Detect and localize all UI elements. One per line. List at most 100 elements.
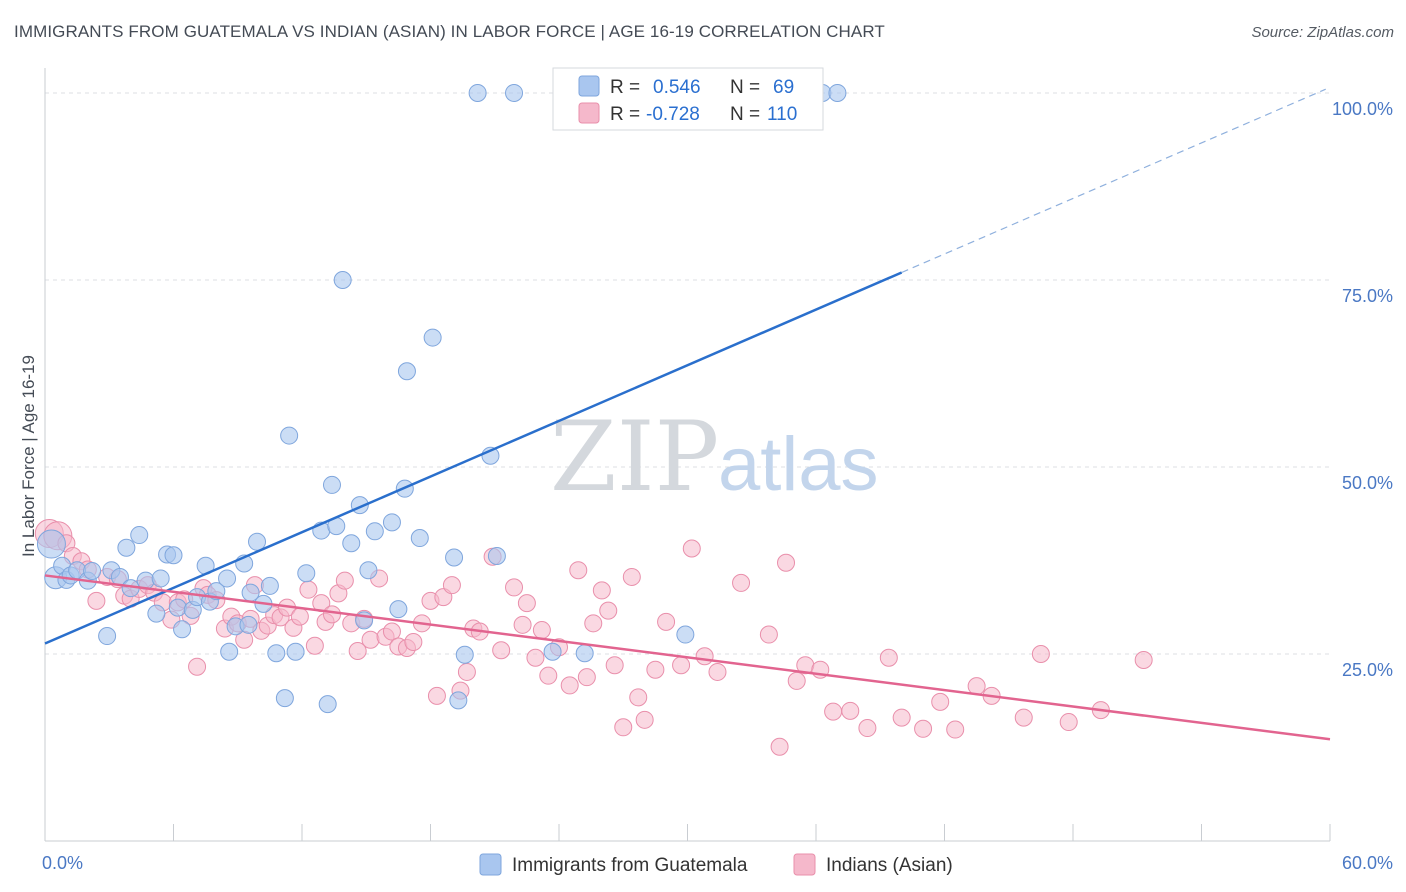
point-indians-67 [526,648,545,667]
point-indians-73 [577,668,596,687]
legend-bottom-swatch-blue [479,853,502,876]
point-guatemala-49 [365,522,384,541]
point-guatemala-68 [828,83,847,102]
point-indians-101 [931,692,950,711]
point-guatemala-45 [342,534,361,553]
point-indians-86 [695,647,714,666]
legend-r-value-1: 0.546 [653,77,701,98]
point-indians-88 [732,573,751,592]
point-indians-64 [505,578,524,597]
point-indians-76 [599,601,618,620]
point-guatemala-11 [117,538,136,557]
point-indians-105 [1014,708,1033,727]
point-indians-19 [188,657,207,676]
point-guatemala-62 [505,83,524,102]
point-indians-85 [682,539,701,558]
y-tick-label-50: 50.0% [1342,473,1393,493]
legend-r-label-2: R = [610,104,640,125]
legend-n-value-1: 69 [773,77,794,98]
point-indians-49 [382,622,401,641]
grid-lines [45,92,1330,655]
point-guatemala-36 [275,689,294,708]
point-guatemala-42 [322,475,341,494]
legend-top: R = 0.546 N = 69 R = -0.728 N = 110 [552,67,824,131]
axes [44,68,1331,842]
point-indians-69 [539,666,558,685]
point-guatemala-65 [676,625,695,644]
legend-bottom-label-indians: Indians (Asian) [826,855,953,876]
point-indians-80 [629,688,648,707]
point-guatemala-12 [130,526,149,545]
point-indians-71 [560,676,579,695]
legend-bottom-label-guatemala: Immigrants from Guatemala [512,855,748,876]
point-guatemala-54 [410,529,429,548]
point-indians-107 [1059,713,1078,732]
y-tick-label-25: 25.0% [1342,660,1393,680]
point-guatemala-63 [543,642,562,661]
legend-r-label-1: R = [610,77,640,98]
point-indians-63 [492,641,511,660]
series-indians-asian [34,519,1153,756]
source-label: Source: ZipAtlas.com [1251,24,1394,41]
legend-bottom-swatch-pink [793,853,816,876]
point-indians-103 [967,677,986,696]
y-tick-labels: 25.0% 50.0% 75.0% 100.0% [1332,99,1393,680]
point-indians-59 [457,662,476,681]
watermark-zip: ZIP [550,401,719,513]
point-indians-40 [322,605,341,624]
trend-lines [44,88,1331,741]
point-indians-77 [605,656,624,675]
point-guatemala-44 [333,270,352,289]
point-indians-68 [532,621,551,640]
point-indians-37 [305,636,324,655]
point-indians-35 [290,607,309,626]
point-guatemala-10 [98,627,117,646]
point-indians-106 [1031,644,1050,663]
point-indians-97 [858,719,877,738]
point-guatemala-18 [164,546,183,565]
point-guatemala-30 [239,615,258,634]
point-indians-36 [299,580,318,599]
legend-swatch-blue [578,75,600,97]
point-indians-44 [348,641,367,660]
point-indians-46 [361,630,380,649]
point-indians-95 [824,702,843,721]
point-guatemala-57 [449,691,468,710]
y-axis-label: In Labor Force | Age 16-19 [19,355,38,557]
point-indians-42 [335,571,354,590]
point-indians-83 [657,612,676,631]
point-indians-52 [404,633,423,652]
point-guatemala-0 [36,529,66,559]
point-guatemala-27 [220,642,239,661]
point-guatemala-7 [83,561,102,580]
point-indians-82 [646,660,665,679]
point-guatemala-53 [397,362,416,381]
point-guatemala-38 [286,642,305,661]
point-guatemala-34 [260,576,279,595]
watermark-atlas: atlas [718,422,879,507]
point-guatemala-64 [575,644,594,663]
point-indians-65 [513,615,532,634]
trend-line-indians [44,574,1331,741]
series-immigrants-guatemala [36,83,847,714]
point-guatemala-55 [423,328,442,347]
legend-r-value-2: -0.728 [646,104,700,125]
chart-title: IMMIGRANTS FROM GUATEMALA VS INDIAN (ASI… [14,22,885,41]
point-indians-74 [584,614,603,633]
point-guatemala-56 [445,548,464,567]
point-indians-92 [787,671,806,690]
point-guatemala-59 [468,83,487,102]
point-guatemala-15 [147,604,166,623]
point-indians-78 [614,718,633,737]
x-tick-labels: 0.0% 60.0% [42,853,1393,873]
point-guatemala-58 [455,645,474,664]
point-guatemala-19 [168,598,187,617]
point-indians-79 [622,567,641,586]
point-guatemala-51 [389,600,408,619]
y-tick-label-75: 75.0% [1342,286,1393,306]
point-indians-84 [672,656,691,675]
point-guatemala-37 [280,426,299,445]
point-indians-102 [946,720,965,739]
point-indians-72 [569,561,588,580]
x-tick-label-max: 60.0% [1342,853,1393,873]
